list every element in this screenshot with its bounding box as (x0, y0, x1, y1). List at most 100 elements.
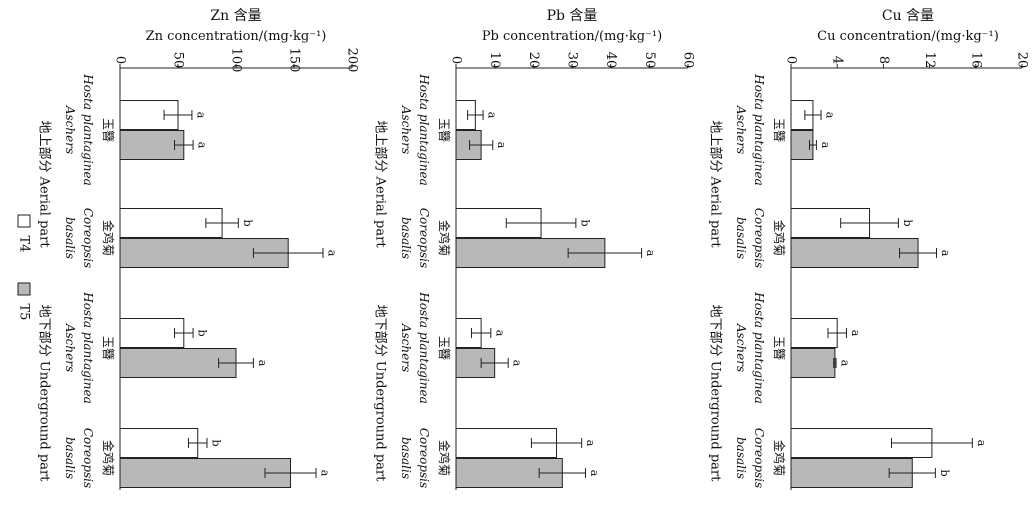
tick-label: 40 (603, 52, 618, 69)
category-label-latin: Coreopsis (417, 428, 431, 488)
significance-letter: a (495, 142, 508, 149)
category-label-latin: Hosta plantaginea (752, 291, 766, 404)
group-label: 地下部分 Underground part (373, 305, 388, 483)
tick-label: 16 (968, 52, 983, 69)
tick-label: 30 (565, 52, 580, 69)
tick-label: 0 (113, 56, 128, 64)
category-label-cn: 金鸡菊 (437, 220, 452, 256)
category-label-cn: 玉簪 (772, 118, 787, 142)
axis-title: Pb concentration/(mg·kg⁻¹) (482, 29, 662, 44)
significance-letter: b (241, 219, 254, 226)
significance-letter: b (901, 219, 914, 226)
significance-letter: a (511, 360, 524, 367)
significance-letter: b (578, 219, 591, 226)
bar-t4 (119, 318, 185, 348)
category-label-latin: Hosta plantaginea (417, 291, 431, 404)
significance-letter: a (939, 250, 952, 257)
significance-letter: a (588, 470, 601, 477)
bar-t5 (790, 348, 836, 378)
category-label-latin: Coreopsis (417, 208, 431, 268)
category-label-latin: basalis (734, 217, 748, 259)
chart-title: Cu 含量 (882, 8, 934, 24)
bar-t5 (119, 348, 237, 378)
legend-swatch-t5 (17, 282, 31, 296)
category-label-latin: basalis (399, 217, 413, 259)
category-label-latin: Hosta plantaginea (752, 73, 766, 186)
tick-label: 50 (642, 52, 657, 69)
panel-1: Pb 含量 Pb concentration/(mg·kg⁻¹) 0 10 20 30 40… (373, 8, 696, 490)
group-label: 地上部分 Aerial part (708, 120, 723, 248)
bar-t5 (790, 238, 919, 268)
category-label-latin: Coreopsis (81, 208, 95, 268)
category-label-cn: 金鸡菊 (437, 440, 452, 476)
bar-t4 (119, 208, 223, 238)
group-label: 地上部分 Aerial part (37, 120, 52, 248)
legend: T4 T5 (17, 214, 32, 320)
significance-letter: a (319, 470, 332, 477)
significance-letter: a (975, 440, 988, 447)
significance-letter: a (493, 330, 506, 337)
axis-title: Cu concentration/(mg·kg⁻¹) (817, 29, 999, 44)
significance-letter: b (938, 469, 951, 476)
category-label-cn: 玉簪 (101, 118, 116, 142)
significance-letter: a (839, 360, 852, 367)
category-label-latin: Aschers (63, 105, 77, 154)
category-label-latin: Aschers (399, 105, 413, 154)
category-label-latin: Coreopsis (752, 208, 766, 268)
tick-label: 200 (345, 48, 360, 73)
significance-letter: a (824, 112, 837, 119)
group-label: 地下部分 Underground part (708, 305, 723, 483)
category-label-latin: Hosta plantaginea (81, 291, 95, 404)
significance-letter: a (256, 360, 269, 367)
category-label-latin: Hosta plantaginea (81, 73, 95, 186)
tick-label: 4 (830, 56, 845, 64)
category-label-cn: 玉簪 (437, 336, 452, 360)
tick-label: 100 (229, 48, 244, 73)
tick-label: 20 (526, 52, 541, 69)
category-label-latin: Coreopsis (81, 428, 95, 488)
significance-letter: a (849, 330, 862, 337)
bar-t5 (119, 458, 292, 488)
tick-label: 12 (922, 52, 937, 69)
legend-label: T4 (17, 236, 32, 253)
category-label-latin: Aschers (734, 323, 748, 372)
category-label-latin: Coreopsis (752, 428, 766, 488)
bar-t4 (119, 100, 179, 130)
group-label: 地上部分 Aerial part (373, 120, 388, 248)
chart-title: Zn 含量 (210, 8, 261, 24)
category-label-latin: Aschers (734, 105, 748, 154)
category-label-latin: Aschers (63, 323, 77, 372)
category-label-cn: 金鸡菊 (772, 220, 787, 256)
significance-letter: b (210, 439, 223, 446)
significance-letter: b (196, 329, 209, 336)
significance-letter: a (194, 112, 207, 119)
category-label-latin: basalis (399, 437, 413, 479)
bar-t5 (119, 130, 185, 160)
category-label-latin: Aschers (399, 323, 413, 372)
category-label-cn: 玉簪 (101, 336, 116, 360)
significance-letter: a (584, 440, 597, 447)
category-label-latin: basalis (63, 437, 77, 479)
chart-title: Pb 含量 (547, 8, 598, 24)
legend-swatch-t4 (17, 214, 31, 228)
significance-letter: a (326, 250, 339, 257)
significance-letter: a (819, 142, 832, 149)
category-label-cn: 金鸡菊 (101, 440, 116, 476)
significance-letter: a (644, 250, 657, 257)
tick-label: 8 (876, 56, 891, 64)
tick-label: 150 (287, 48, 302, 73)
tick-label: 60 (681, 52, 696, 69)
tick-label: 10 (487, 52, 502, 69)
tick-label: 20 (1015, 52, 1030, 69)
significance-letter: a (196, 142, 209, 149)
category-label-cn: 金鸡菊 (101, 220, 116, 256)
tick-label: 0 (449, 56, 464, 64)
axis-title: Zn concentration/(mg·kg⁻¹) (146, 29, 327, 44)
group-label: 地下部分 Underground part (37, 305, 52, 483)
category-label-cn: 金鸡菊 (772, 440, 787, 476)
significance-letter: a (486, 112, 499, 119)
tick-label: 50 (171, 52, 186, 69)
category-label-cn: 玉簪 (437, 118, 452, 142)
category-label-cn: 玉簪 (772, 336, 787, 360)
